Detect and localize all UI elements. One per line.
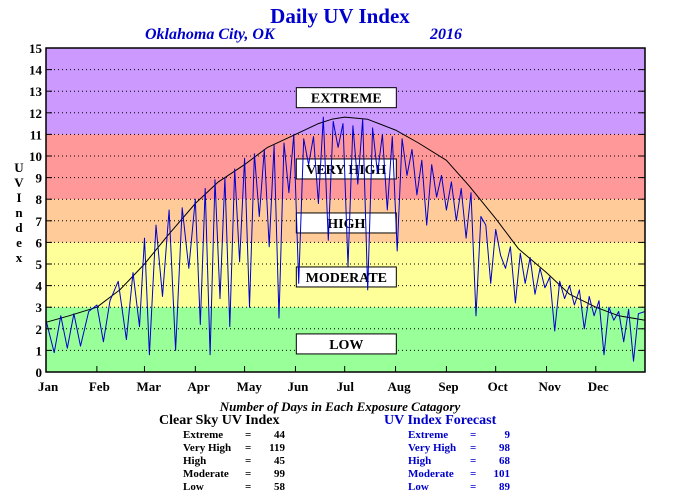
svg-text:VERY HIGH: VERY HIGH: [306, 163, 386, 178]
forecast-table-title: UV Index Forecast: [384, 413, 497, 428]
x-tick-label: Jul: [337, 379, 355, 394]
summary-title: Number of Days in Each Exposure Catagory: [219, 399, 461, 414]
x-tick-label: Dec: [588, 379, 609, 394]
x-tick-label: Sep: [438, 379, 458, 394]
y-tick-label: 1: [36, 343, 43, 358]
table-row: Very High = 119: [183, 442, 285, 454]
x-tick-label: Apr: [187, 379, 210, 394]
row-label: High: [408, 455, 432, 467]
row-value: 9: [504, 429, 511, 441]
y-tick-label: 11: [30, 127, 42, 142]
svg-text:LOW: LOW: [329, 338, 363, 353]
chart-title: Daily UV Index: [270, 4, 410, 28]
y-tick-label: 6: [36, 235, 43, 250]
x-tick-label: Jan: [38, 379, 59, 394]
row-label: Moderate: [183, 468, 229, 480]
y-label-letter: n: [15, 205, 23, 220]
table-row: Low = 58: [183, 481, 285, 493]
row-value: 101: [493, 468, 511, 480]
table-row: Extreme = 9: [408, 429, 511, 441]
row-label: Low: [408, 481, 429, 493]
chart-year: 2016: [430, 26, 462, 43]
row-label: Very High: [408, 442, 457, 454]
row-label: Moderate: [408, 468, 454, 480]
y-tick-label: 8: [36, 192, 43, 207]
clear-sky-table-title: Clear Sky UV Index: [159, 413, 280, 428]
table-row: Moderate = 99: [183, 468, 285, 480]
plot-frame: [45, 47, 646, 373]
x-tick-label: Jun: [287, 379, 309, 394]
row-value: 119: [269, 442, 285, 454]
zone-label-very-high: VERY HIGH: [295, 158, 397, 180]
y-tick-label: 14: [29, 63, 43, 78]
row-label: Very High: [183, 442, 232, 454]
y-tick-label: 5: [36, 257, 43, 272]
y-tick-label: 3: [36, 300, 43, 315]
zone-label-moderate: MODERATE: [295, 266, 397, 288]
table-row: Extreme = 44: [183, 429, 285, 441]
row-value: 89: [499, 481, 510, 493]
y-label-letter: I: [16, 190, 22, 205]
y-label-letter: x: [15, 250, 23, 265]
clear-sky-table: Clear Sky UV Index Extreme = 44 Very High =…: [159, 413, 285, 494]
y-tick-label: 13: [29, 84, 43, 99]
x-tick-label: Feb: [89, 379, 110, 394]
zone-label-low: LOW: [295, 333, 397, 355]
row-value: 99: [274, 468, 285, 480]
row-label: Low: [183, 481, 204, 493]
chart-location: Oklahoma City, OK: [145, 26, 275, 43]
row-label: High: [183, 455, 207, 467]
table-row: Low = 89: [408, 481, 510, 493]
table-row: Very High = 98: [408, 442, 510, 454]
row-label: Extreme: [183, 429, 224, 441]
y-tick-label: 4: [36, 279, 43, 294]
y-tick-label: 10: [29, 149, 42, 164]
y-tick-label: 2: [36, 322, 43, 337]
series-line-clear-sky: [45, 116, 646, 323]
y-label-letter: e: [16, 235, 22, 250]
series-line-forecast: [45, 116, 646, 362]
table-row: Moderate = 101: [408, 468, 511, 480]
y-label-letter: d: [15, 220, 23, 235]
y-axis-label: U V I n d e x: [12, 160, 26, 265]
x-tick-label: Oct: [488, 379, 509, 394]
y-tick-label: 7: [36, 214, 43, 229]
x-tick-label: Nov: [539, 379, 562, 394]
row-value: 58: [274, 481, 285, 493]
y-tick-label: 15: [29, 41, 43, 56]
zone-label-extreme: EXTREME: [295, 87, 397, 109]
y-tick-label: 12: [29, 106, 42, 121]
x-tick-label: Aug: [388, 379, 412, 394]
x-tick-label: May: [237, 379, 263, 394]
y-label-letter: V: [14, 175, 24, 190]
row-value: 45: [274, 455, 285, 467]
row-value: 44: [274, 429, 285, 441]
y-tick-label: 0: [36, 365, 43, 380]
table-row: High = 68: [408, 455, 510, 467]
row-label: Extreme: [408, 429, 449, 441]
svg-text:MODERATE: MODERATE: [306, 271, 387, 286]
row-value: 98: [499, 442, 510, 454]
forecast-table: UV Index Forecast Extreme = 9 Very High = 98…: [384, 413, 511, 494]
y-tick-label: 9: [36, 171, 43, 186]
x-tick-label: Mar: [136, 379, 161, 394]
y-label-letter: U: [14, 160, 24, 175]
svg-text:EXTREME: EXTREME: [311, 92, 382, 107]
table-row: High = 45: [183, 455, 285, 467]
row-value: 68: [499, 455, 510, 467]
